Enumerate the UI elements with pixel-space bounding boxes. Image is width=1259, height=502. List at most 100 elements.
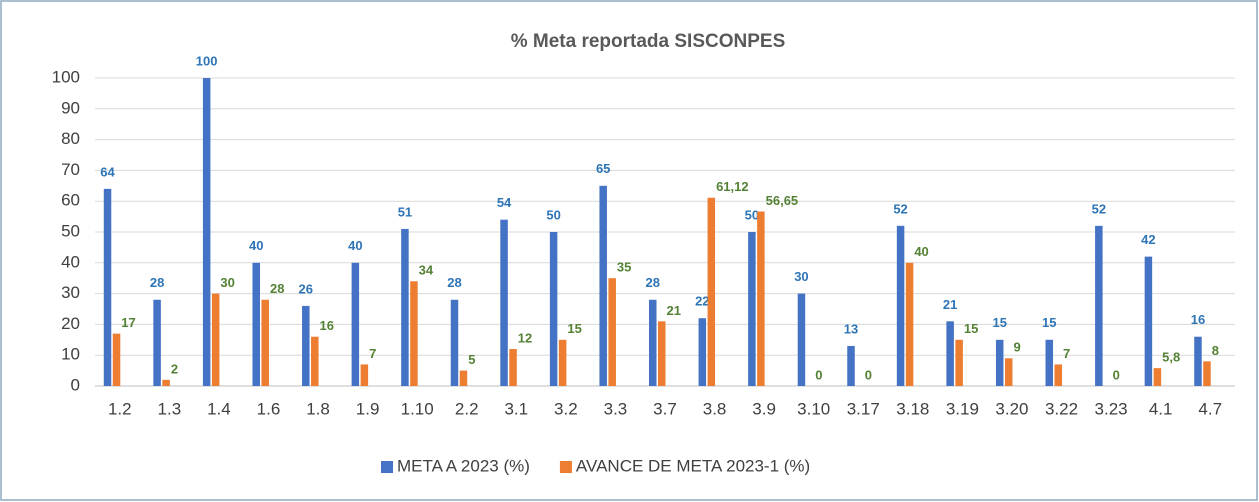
y-tick-label: 20 — [61, 314, 80, 333]
bar — [1045, 339, 1054, 386]
data-label: 0 — [865, 367, 872, 382]
bar — [500, 219, 508, 386]
data-label: 15 — [567, 321, 581, 336]
bar — [995, 339, 1004, 386]
y-tick-label: 40 — [61, 252, 80, 271]
x-tick-label: 3.20 — [995, 399, 1028, 418]
x-tick-label: 1.6 — [257, 399, 281, 418]
y-tick-label: 70 — [61, 160, 80, 179]
x-tick-label: 3.1 — [504, 399, 528, 418]
bar — [658, 321, 666, 386]
bar — [410, 281, 418, 386]
data-label: 26 — [299, 281, 313, 296]
bar — [450, 299, 459, 386]
bar — [103, 188, 112, 386]
bar — [1153, 368, 1162, 386]
bar — [599, 185, 607, 386]
y-tick-label: 90 — [61, 98, 80, 117]
x-tick-label: 1.9 — [356, 399, 380, 418]
x-tick-label: 3.17 — [847, 399, 880, 418]
x-tick-label: 3.2 — [554, 399, 578, 418]
bar — [608, 278, 616, 386]
data-label: 100 — [196, 53, 218, 68]
legend-swatch — [559, 461, 572, 473]
y-tick-label: 10 — [61, 345, 80, 364]
data-label: 40 — [914, 244, 928, 259]
data-label: 52 — [1092, 201, 1106, 216]
bar — [252, 262, 260, 386]
y-tick-label: 100 — [52, 67, 80, 86]
x-tick-label: 2.2 — [455, 399, 479, 418]
bar — [847, 345, 855, 386]
x-tick-label: 4.1 — [1149, 399, 1173, 418]
y-tick-label: 50 — [61, 221, 80, 240]
data-label: 0 — [1113, 367, 1120, 382]
x-tick-label: 3.3 — [604, 399, 628, 418]
y-tick-label: 60 — [61, 191, 80, 210]
x-tick-label: 3.23 — [1095, 399, 1128, 418]
bar — [1194, 336, 1202, 386]
data-label: 7 — [369, 346, 376, 361]
bar — [558, 339, 567, 386]
data-label: 2 — [171, 361, 178, 376]
bar — [549, 232, 558, 386]
x-tick-label: 3.18 — [896, 399, 929, 418]
data-label: 9 — [1013, 340, 1020, 355]
bar — [1203, 361, 1211, 386]
legend-label: META A 2023 (%) — [397, 456, 530, 475]
data-label: 65 — [596, 161, 610, 176]
chart-title: % Meta reportada SISCONPES — [511, 31, 786, 52]
data-label: 34 — [419, 263, 434, 278]
data-label: 52 — [893, 201, 907, 216]
data-label: 17 — [121, 315, 135, 330]
bar — [649, 299, 657, 386]
legend-swatch — [381, 461, 393, 473]
data-label: 13 — [844, 321, 858, 336]
y-tick-label: 30 — [61, 283, 80, 302]
bar — [797, 293, 806, 386]
data-label: 16 — [1191, 312, 1205, 327]
data-label: 5,8 — [1162, 350, 1180, 365]
bar — [153, 299, 161, 386]
bar — [748, 232, 756, 386]
data-label: 30 — [794, 269, 808, 284]
bar — [302, 305, 310, 386]
bar — [905, 262, 914, 386]
bar — [311, 336, 319, 386]
data-label: 56,65 — [766, 193, 799, 208]
data-label: 21 — [667, 303, 681, 318]
bar — [351, 262, 360, 386]
x-tick-label: 1.4 — [207, 399, 231, 418]
x-tick-label: 3.22 — [1045, 399, 1078, 418]
data-label: 15 — [992, 315, 1006, 330]
bar — [1004, 358, 1013, 386]
bar — [1144, 256, 1153, 386]
y-tick-label: 80 — [61, 129, 80, 148]
data-label: 22 — [695, 294, 709, 309]
bar — [896, 225, 905, 386]
legend-label: AVANCE DE META 2023-1 (%) — [576, 456, 810, 475]
bar — [211, 293, 220, 386]
data-label: 28 — [150, 275, 164, 290]
bar — [1054, 364, 1063, 386]
data-label: 15 — [964, 321, 978, 336]
data-label: 42 — [1141, 232, 1155, 247]
data-label: 7 — [1063, 346, 1070, 361]
data-label: 21 — [943, 297, 957, 312]
data-label: 28 — [447, 275, 461, 290]
data-label: 0 — [815, 367, 822, 382]
data-label: 12 — [518, 330, 532, 345]
x-tick-label: 3.19 — [946, 399, 979, 418]
bar — [360, 364, 369, 386]
bar — [1095, 225, 1103, 386]
bar — [459, 370, 468, 386]
data-label: 51 — [398, 204, 412, 219]
bar — [261, 299, 269, 386]
data-label: 15 — [1042, 315, 1056, 330]
x-tick-label: 1.3 — [158, 399, 182, 418]
bar — [698, 318, 707, 386]
data-label: 35 — [617, 260, 631, 275]
bar — [955, 339, 963, 386]
